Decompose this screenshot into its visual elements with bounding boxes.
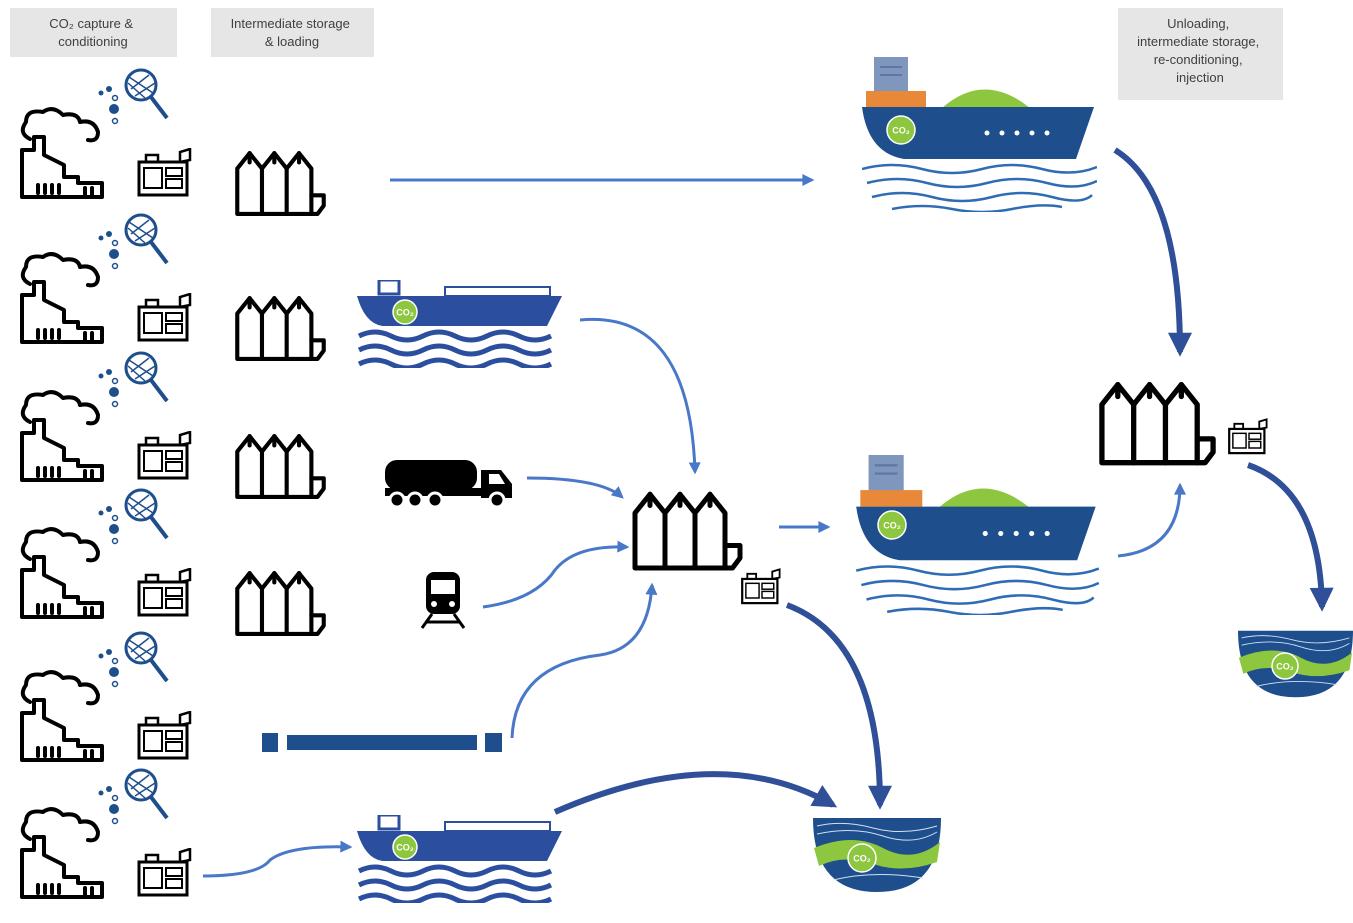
barge (357, 280, 562, 368)
header-box: Unloading, intermediate storage, re-cond… (1118, 8, 1283, 100)
badge-label: CO₂ (892, 125, 910, 135)
compressor (139, 432, 190, 478)
compressor (139, 149, 190, 195)
compressor (139, 294, 190, 340)
header-line: & loading (265, 34, 319, 49)
arrow (787, 605, 880, 805)
co2-badge: CO₂ (1272, 653, 1298, 679)
header-line: CO₂ capture & (49, 16, 133, 31)
badge-label: CO₂ (883, 520, 901, 530)
header-line: Intermediate storage (231, 16, 350, 31)
factory (22, 254, 102, 342)
header-line: intermediate storage, (1137, 34, 1259, 49)
compressor (139, 849, 190, 895)
co2-badge: CO₂ (887, 116, 915, 144)
truck (385, 460, 512, 507)
pipeline (262, 733, 502, 752)
body: CO₂ capture & conditioning Intermediate … (0, 0, 1353, 923)
arrow (555, 774, 833, 812)
diagram: CO₂ capture & conditioning Intermediate … (0, 0, 1353, 923)
compressor (139, 712, 190, 758)
arrow (203, 847, 350, 876)
badge-label: CO₂ (396, 842, 414, 852)
barge (357, 815, 562, 903)
co2-badge: CO₂ (393, 300, 417, 324)
factory (22, 392, 102, 480)
header-line: re-conditioning, (1154, 52, 1243, 67)
arrow (1118, 485, 1180, 556)
header-line: injection (1176, 70, 1224, 85)
arrows (203, 150, 1322, 876)
co2-badge: CO₂ (878, 511, 906, 539)
silo (1102, 385, 1213, 463)
header-box: CO₂ capture & conditioning (10, 8, 177, 57)
header-box: Intermediate storage & loading (211, 8, 374, 57)
train (422, 572, 464, 628)
factory (22, 109, 102, 197)
capture-net (99, 353, 168, 407)
capture-net (99, 770, 168, 824)
silo (237, 298, 323, 359)
factory (22, 809, 102, 897)
compressor (1229, 419, 1266, 453)
badge-label: CO₂ (1276, 661, 1294, 671)
arrow (512, 585, 652, 738)
capture-net (99, 633, 168, 687)
silo (237, 153, 323, 214)
arrow (1248, 465, 1322, 607)
capture-net (99, 215, 168, 269)
badge-label: CO₂ (396, 307, 414, 317)
page: CO2 transport chain {"header_boxes": [ {… (0, 0, 1353, 923)
co2-badge: CO₂ (393, 835, 417, 859)
reservoir (813, 818, 941, 892)
arrow (483, 547, 627, 607)
compressor (139, 569, 190, 615)
co2-badge: CO₂ (848, 844, 876, 872)
silo (237, 436, 323, 497)
header-line: Unloading, (1167, 16, 1229, 31)
silo (635, 494, 740, 568)
header-line: conditioning (58, 34, 127, 49)
factory (22, 672, 102, 760)
capture-net (99, 490, 168, 544)
capture-net (99, 70, 168, 124)
arrow (1115, 150, 1180, 352)
compressor (742, 569, 779, 603)
badge-label: CO₂ (853, 853, 871, 863)
factory (22, 529, 102, 617)
arrow (580, 319, 695, 472)
arrow (527, 478, 622, 497)
silo (237, 573, 323, 634)
